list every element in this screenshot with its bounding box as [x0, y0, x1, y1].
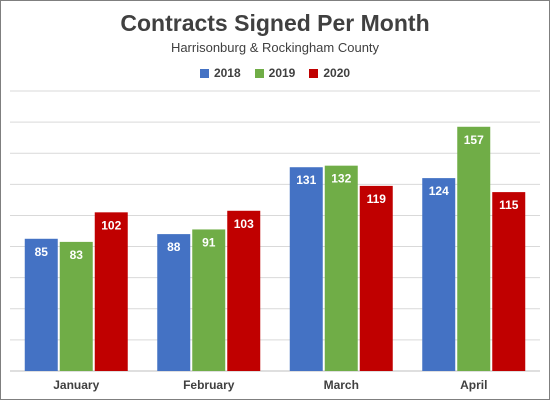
bar-2018-february [157, 234, 191, 371]
bar-2018-january [24, 238, 58, 371]
legend-item-2018: 2018 [199, 66, 241, 80]
bars [24, 126, 526, 372]
data-label-2019-january: 83 [70, 248, 84, 262]
legend-swatch-2019 [254, 68, 264, 78]
data-label-2018-march: 131 [296, 173, 316, 187]
legend-label-2019: 2019 [268, 66, 296, 80]
bar-2020-april [492, 192, 526, 371]
bar-2018-march [289, 167, 323, 371]
legend-item-2019: 2019 [254, 66, 296, 80]
bar-2020-january [94, 212, 128, 371]
legend-swatch-2020 [309, 68, 319, 78]
data-label-2019-february: 91 [202, 235, 216, 249]
data-label-2018-january: 85 [35, 245, 49, 259]
chart-title: Contracts Signed Per Month [120, 10, 430, 36]
x-tick-label-april: April [460, 378, 487, 392]
data-label-2018-april: 124 [429, 184, 449, 198]
chart-legend: 2018 2019 2020 [0, 66, 550, 80]
data-label-2020-january: 102 [101, 218, 121, 232]
x-tick-label-march: March [324, 378, 359, 392]
x-tick-label-january: January [53, 378, 99, 392]
legend-item-2020: 2020 [309, 66, 350, 80]
legend-label-2020: 2020 [323, 66, 351, 80]
data-label-2019-march: 132 [331, 172, 351, 186]
bar-2019-april [457, 126, 491, 372]
legend-label-2018: 2018 [213, 66, 241, 80]
data-label-2018-february: 88 [167, 240, 181, 254]
bar-2019-february [192, 229, 226, 371]
data-labels: 85 83 102 88 91 103 131 132 119 124 157 115 [35, 133, 519, 262]
data-label-2020-february: 103 [234, 217, 254, 231]
bar-2019-march [324, 165, 358, 371]
data-label-2020-march: 119 [367, 192, 387, 206]
data-label-2020-april: 115 [499, 198, 519, 212]
legend-swatch-2018 [199, 68, 209, 78]
x-tick-label-february: February [183, 378, 235, 392]
data-label-2019-april: 157 [464, 133, 484, 147]
bar-2020-february [227, 210, 261, 371]
bar-2018-april [422, 178, 456, 371]
x-axis-tick-labels: January February March April [53, 378, 487, 392]
bar-2019-january [59, 241, 93, 371]
bar-2020-march [359, 185, 393, 371]
chart-subtitle: Harrisonburg & Rockingham County [170, 40, 380, 55]
